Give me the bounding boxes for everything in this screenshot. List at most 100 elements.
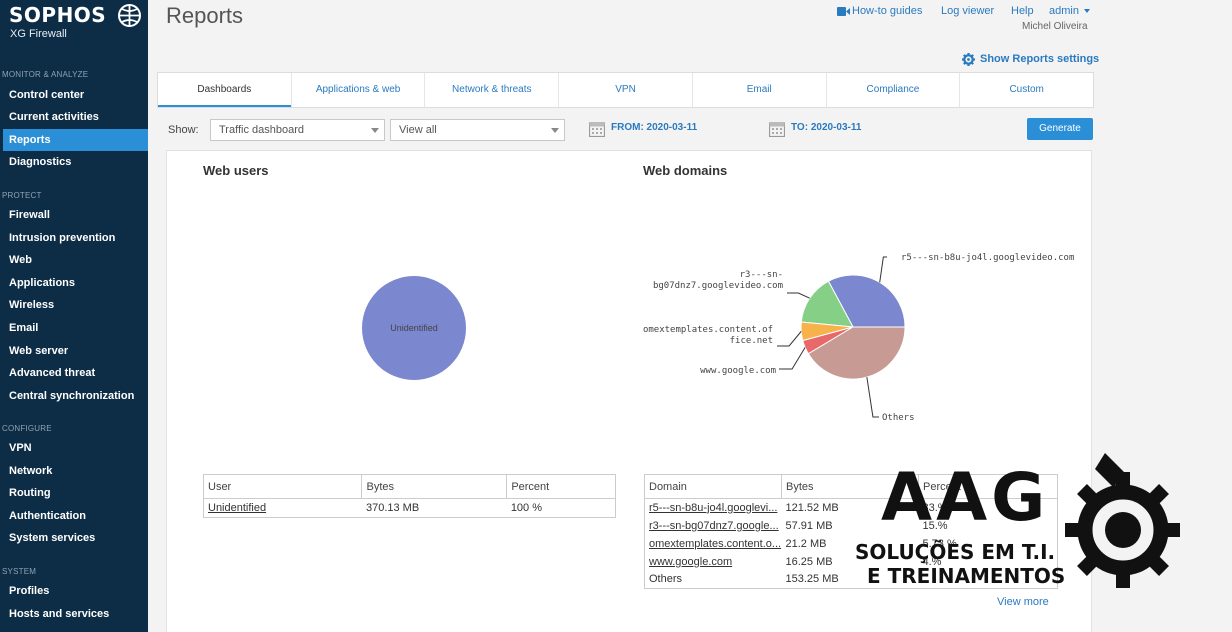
bytes-cell: 121.52 MB (785, 501, 839, 514)
admin-menu[interactable]: admin (1049, 5, 1091, 17)
bytes-cell: 16.25 MB (785, 555, 833, 568)
product-name: XG Firewall (10, 28, 67, 40)
sidebar-item-network[interactable]: Network (9, 465, 53, 477)
web-domains-pie-slice-1 (800, 280, 854, 328)
report-panel: Web users Web domains Unidentified r5---s… (166, 150, 1092, 632)
web-domains-pie-slice-0 (827, 274, 906, 328)
settings-label: Show Reports settings (980, 53, 1100, 65)
sophos-logo[interactable]: SOPHOS XG Firewall (9, 3, 141, 40)
sidebar-item-firewall[interactable]: Firewall (9, 209, 50, 221)
sidebar-item-routing[interactable]: Routing (9, 487, 51, 499)
pie-slice-label: Others (882, 413, 915, 423)
column-header: User (202, 474, 363, 499)
table-header-row: Domain Bytes Percent (644, 474, 1058, 499)
filter-bar: Show: Traffic dashboard View all FROM: 2… (157, 108, 1094, 150)
pie-leader-line (779, 347, 806, 370)
tab-compliance[interactable]: Compliance (825, 73, 960, 107)
logo-text: SOPHOS (9, 3, 107, 27)
calendar-icon (769, 122, 785, 137)
row-name-cell[interactable]: www.google.com (649, 555, 733, 568)
tab-network-threats[interactable]: Network & threats (424, 73, 558, 107)
web-users-title: Web users (203, 163, 269, 178)
sidebar-item-system-services[interactable]: System services (9, 532, 96, 544)
watermark-line2: E TREINAMENTOS (867, 564, 1066, 588)
row-name-cell[interactable]: r5---sn-b8u-jo4l.googlevi... (649, 501, 778, 514)
pie-slice-label: r3---sn-bg07dnz7.googlevideo.com (653, 270, 783, 291)
sidebar: SOPHOS XG Firewall MONITOR & ANALYZE Cont… (0, 0, 148, 632)
tab-dashboards[interactable]: Dashboards (158, 73, 291, 107)
dashboard-select-value: Traffic dashboard (219, 124, 304, 136)
table-row: Unidentified 370.13 MB 100 % (202, 498, 616, 518)
pie-leader-line (866, 377, 879, 418)
dashboard-select[interactable]: Traffic dashboard (210, 119, 385, 141)
sidebar-item-email[interactable]: Email (9, 322, 39, 334)
charts-canvas: Unidentified r5---sn-b8u-jo4l.googlevideo… (362, 253, 1074, 423)
table-row: r3---sn-bg07dnz7.google... 57.91 MB 15.% (645, 517, 1058, 535)
sidebar-item-control-center[interactable]: Control center (9, 89, 85, 101)
column-header: Bytes (361, 474, 508, 499)
nav-section-title: SYSTEM (2, 567, 37, 576)
nav-section-title: CONFIGURE (2, 424, 52, 433)
calendar-icon (589, 122, 605, 137)
pie-leader-line (879, 256, 887, 283)
table-row: r5---sn-b8u-jo4l.googlevi... 121.52 MB 33.… (645, 499, 1058, 517)
sidebar-item-hosts-and-services[interactable]: Hosts and services (9, 608, 110, 620)
sidebar-item-intrusion-prevention[interactable]: Intrusion prevention (9, 232, 116, 244)
column-header: Bytes (781, 474, 919, 499)
log-viewer-link[interactable]: Log viewer (941, 5, 995, 17)
column-header: Percent (918, 474, 1058, 499)
help-link[interactable]: Help (1011, 5, 1034, 17)
column-header: Domain (644, 474, 782, 499)
sidebar-item-authentication[interactable]: Authentication (9, 510, 86, 522)
to-date-picker[interactable]: TO: 2020-03-11 (769, 122, 861, 137)
from-date-picker[interactable]: FROM: 2020-03-11 (589, 122, 697, 137)
sidebar-item-profiles[interactable]: Profiles (9, 585, 50, 597)
pie-slice-label: r5---sn-b8u-jo4l.googlevideo.com (901, 253, 1074, 263)
show-label: Show: (168, 124, 199, 136)
bytes-cell: 21.2 MB (785, 537, 827, 550)
sidebar-item-advanced-threat[interactable]: Advanced threat (9, 367, 96, 379)
web-domains-title: Web domains (643, 163, 728, 178)
generate-button[interactable]: Generate (1027, 118, 1093, 140)
caret-down-icon (1084, 9, 1091, 14)
pie-slice-label: Unidentified (390, 323, 438, 333)
watermark-big: AAG (881, 459, 1050, 536)
view-more-link[interactable]: View more (997, 596, 1049, 608)
howto-guides-link[interactable]: How-to guides (837, 5, 922, 17)
percent-cell: 33.% (922, 501, 948, 514)
row-name-cell[interactable]: omextemplates.content.o... (649, 537, 782, 550)
sidebar-item-vpn[interactable]: VPN (9, 442, 32, 454)
pie-slice-label: www.google.com (700, 366, 776, 376)
username: Michel Oliveira (1022, 21, 1088, 32)
row-name-cell[interactable]: Unidentified (202, 498, 362, 518)
percent-cell: 4.% (922, 555, 942, 568)
table-row: www.google.com 16.25 MB 4.% (645, 553, 1058, 571)
sidebar-item-reports[interactable]: Reports (3, 129, 148, 151)
bytes-cell: 57.91 MB (785, 519, 833, 532)
nav-section-title: PROTECT (2, 191, 42, 200)
sidebar-item-web-server[interactable]: Web server (9, 345, 69, 357)
tab-vpn[interactable]: VPN (558, 73, 692, 107)
tab-custom[interactable]: Custom (959, 73, 1093, 107)
view-select[interactable]: View all (390, 119, 565, 141)
sidebar-item-applications[interactable]: Applications (9, 277, 76, 289)
tab-email[interactable]: Email (691, 73, 826, 107)
sidebar-item-wireless[interactable]: Wireless (9, 299, 55, 311)
tab-applications-web[interactable]: Applications & web (290, 73, 425, 107)
gear-logo-icon (1065, 453, 1180, 588)
chevron-down-icon (371, 128, 379, 133)
view-select-value: View all (399, 124, 437, 136)
sidebar-item-diagnostics[interactable]: Diagnostics (9, 156, 72, 168)
show-reports-settings-link[interactable]: Show Reports settings (962, 53, 1100, 66)
bytes-cell: 153.25 MB (785, 573, 839, 586)
sidebar-item-web[interactable]: Web (9, 254, 33, 266)
report-tabs: Dashboards Applications & web Network & th… (157, 72, 1094, 108)
howto-label: How-to guides (852, 5, 923, 17)
watermark-line1: SOLUÇÕES EM T.I. (855, 540, 1056, 564)
percent-cell: 15.% (922, 519, 948, 532)
sidebar-item-central-synchronization[interactable]: Central synchronization (9, 390, 135, 402)
row-name-cell[interactable]: r3---sn-bg07dnz7.google... (649, 519, 779, 532)
nav-section-title: MONITOR & ANALYZE (2, 70, 89, 79)
table-row: omextemplates.content.o... 21.2 MB 5.73 % (645, 535, 1058, 553)
sidebar-item-current-activities[interactable]: Current activities (9, 111, 99, 123)
